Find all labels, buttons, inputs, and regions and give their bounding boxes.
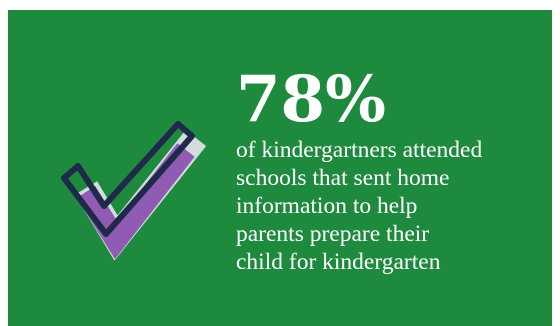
infographic-card: 78% of kindergartners attended schools t…	[8, 10, 552, 326]
description-line: information to help	[236, 193, 418, 219]
description-line: of kindergartners attended	[236, 137, 483, 163]
checkmark-icon	[61, 121, 207, 260]
description-line: schools that sent home	[236, 165, 450, 191]
description-line: child for kindergarten	[236, 249, 441, 275]
stat-description: of kindergartners attended schools that …	[236, 136, 556, 276]
description-line: parents prepare their	[236, 221, 430, 247]
stat-block: 78% of kindergartners attended schools t…	[236, 66, 556, 276]
stat-value: 78%	[236, 62, 386, 137]
